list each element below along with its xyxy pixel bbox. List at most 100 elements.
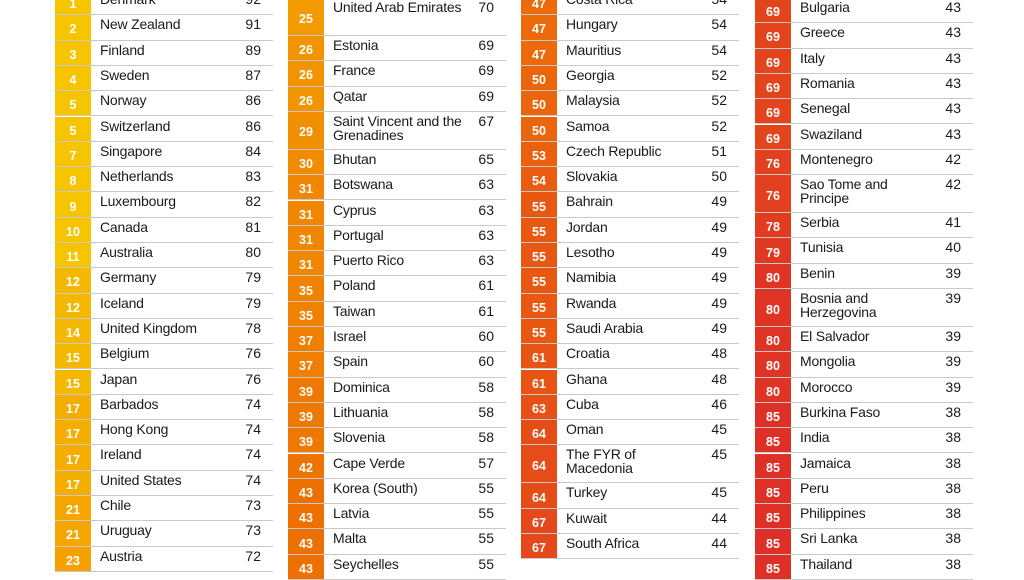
table-row: 78 Serbia 41 [755,213,973,239]
rank-badge: 43 [288,529,324,554]
rank-badge: 17 [55,394,91,420]
country-name: Botswana [333,176,393,193]
table-row: 15 Belgium 76 [55,344,273,370]
rank-badge: 80 [755,377,791,402]
rank-badge: 85 [755,529,791,554]
country-name: South Africa [566,535,640,551]
country-name: France [333,62,376,79]
rank-badge: 31 [288,200,324,225]
score-value: 63 [478,252,494,269]
rank-badge: 37 [288,352,324,377]
rank-badge: 2 [55,15,91,40]
country-name: Chile [100,497,131,513]
table-row: 39 Lithuania 58 [288,402,506,429]
score-value: 45 [711,421,727,438]
country-name: Canada [100,218,148,235]
rank-badge: 1 [55,0,91,15]
score-value: 52 [711,92,727,109]
score-value: 78 [245,319,261,336]
score-value: 55 [478,555,494,572]
table-row: 76 Sao Tome and Principe 42 [755,175,973,214]
score-value: 79 [245,269,261,286]
score-value: 49 [711,244,727,260]
score-value: 40 [945,239,961,256]
rank-badge: 15 [55,344,91,369]
score-value: 73 [245,497,261,513]
table-row: 85 Thailand 38 [755,554,973,580]
country-name: Denmark [100,0,235,6]
country-name: Bulgaria [800,0,850,15]
country-name: United States [100,471,182,488]
rank-badge: 69 [755,23,791,48]
score-value: 39 [945,264,961,281]
rank-badge: 85 [755,478,791,504]
country-name: Saint Vincent and the Grenadines [333,112,462,143]
country-name: Oman [566,421,604,438]
score-value: 43 [945,0,961,15]
rank-badge: 79 [755,238,791,263]
country-name: Israel [333,328,367,344]
table-row: 76 Montenegro 42 [755,149,973,176]
rank-badge: 55 [521,293,557,318]
score-value: 89 [245,41,261,58]
country-name: Sao Tome and Principe [800,176,888,207]
rank-badge: 47 [521,15,557,40]
score-value: 38 [945,454,961,471]
score-value: 84 [245,142,261,159]
table-row: 54 Slovakia 50 [521,167,739,193]
country-name: Burkina Faso [800,403,881,420]
table-row: 39 Slovenia 58 [288,428,506,454]
table-row: 31 Portugal 63 [288,225,506,252]
table-row: 5 Switzerland 86 [55,116,273,142]
score-value: 38 [945,555,961,572]
rank-badge: 17 [55,445,91,470]
rank-badge: 55 [521,243,557,268]
score-value: 61 [478,302,494,319]
rank-badge: 4 [55,65,91,91]
country-name: Benin [800,264,835,281]
rank-badge: 37 [288,327,324,352]
score-value: 80 [245,244,261,260]
rank-badge: 55 [521,217,557,242]
rank-badge: 17 [55,420,91,445]
rank-badge: 61 [521,344,557,369]
country-name: Senegal [800,100,850,117]
rank-badge: 43 [288,554,324,579]
country-name: Serbia [800,214,840,231]
score-value: 44 [711,509,727,526]
country-name: New Zealand [100,16,181,33]
table-row: 31 Cyprus 63 [288,200,506,226]
rank-badge: 80 [755,352,791,377]
table-row: 64 Turkey 45 [521,483,739,509]
table-row: 15 Japan 76 [55,369,273,395]
score-value: 55 [478,505,494,522]
table-row: 80 Morocco 39 [755,377,973,403]
country-name: Poland [333,277,376,294]
table-row: 47 Mauritius 54 [521,40,739,66]
score-value: 45 [711,446,727,463]
score-value: 52 [711,117,727,134]
score-value: 54 [711,16,727,33]
rank-badge: 26 [288,61,324,86]
score-value: 39 [945,328,961,344]
score-value: 41 [945,214,961,231]
table-row: 3 Finland 89 [55,40,273,66]
country-name: Morocco [800,378,853,395]
table-row: 5 Norway 86 [55,91,273,117]
table-row: 29 Saint Vincent and the Grenadines 67 [288,111,506,150]
score-value: 74 [245,471,261,488]
country-name: Puerto Rico [333,252,404,269]
country-name: Hungary [566,16,618,33]
score-value: 58 [478,403,494,420]
table-row: 69 Greece 43 [755,23,973,49]
score-value: 76 [245,370,261,387]
score-value: 79 [245,294,261,311]
rank-badge: 3 [55,40,91,65]
rank-badge: 29 [288,111,324,149]
score-value: 49 [711,319,727,336]
table-row: 67 Kuwait 44 [521,508,739,534]
rank-badge: 80 [755,263,791,288]
table-row: 12 Germany 79 [55,268,273,294]
score-value: 43 [945,125,961,142]
rank-badge: 39 [288,402,324,428]
